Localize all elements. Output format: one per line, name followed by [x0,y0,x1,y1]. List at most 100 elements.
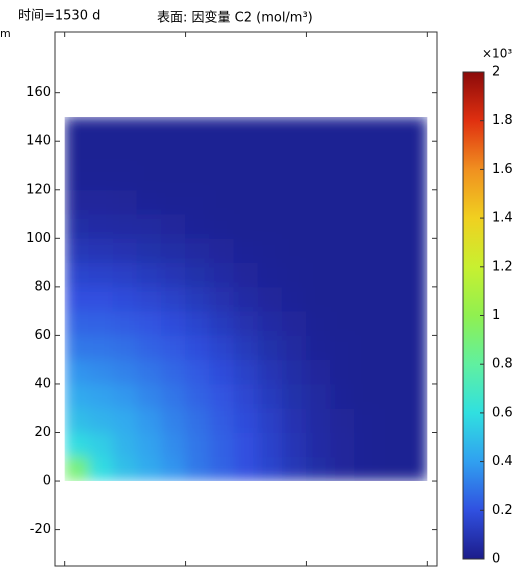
surface-cell [354,407,380,433]
surface-cell [136,407,162,433]
surface-cell [233,116,259,142]
y-tick-label: 100 [26,231,51,246]
surface-cell [306,165,331,191]
surface-cell [209,407,235,433]
surface-cell [64,213,90,239]
surface-cell [136,432,162,458]
surface [64,116,428,482]
surface-cell [378,189,404,215]
surface-cell [209,383,235,409]
surface-cell [281,262,307,288]
surface-cell [330,262,356,288]
surface-cell [257,189,283,215]
surface-cell [330,116,356,142]
surface-cell [161,213,186,239]
surface-cell [161,140,186,166]
surface-cell [161,238,186,263]
surface-cell [161,116,186,142]
surface-cell [209,456,235,482]
surface-cell [88,456,114,482]
surface-cell [354,165,380,191]
surface-cell [378,116,404,142]
surface-cell [64,165,90,191]
surface-cell [378,359,404,385]
surface-cell [354,116,380,142]
colorbar-tick-label: 0 [492,552,500,567]
surface-cell [185,262,211,288]
surface-cell [88,310,114,336]
surface-cell [136,262,162,288]
chart-title: 表面: 因变量 C2 (mol/m³) [157,10,313,26]
surface-cell [136,383,162,409]
surface-cell [306,189,331,215]
surface-cell [233,310,259,336]
surface-cell [281,213,307,239]
y-tick-label: 40 [34,376,51,391]
surface-cell [112,213,138,239]
surface-cell [330,238,356,263]
surface-cell [112,262,138,288]
surface-cell [136,165,162,191]
surface-cell [161,383,186,409]
surface-cell [112,456,138,482]
surface-cell [185,407,211,433]
surface-cell [402,383,428,409]
surface-cell [136,116,162,142]
surface-cell [233,383,259,409]
colorbar-tick-label: 1 [492,308,500,323]
y-tick-label: -20 [30,522,51,537]
surface-cell [112,140,138,166]
surface-cell [233,165,259,191]
colorbar-tick-label: 0.2 [492,503,513,518]
surface-cell [257,456,283,482]
surface-cell [161,432,186,458]
y-tick-label: 80 [34,279,51,294]
surface-cell [402,286,428,312]
surface-cell [257,116,283,142]
colorbar-tick-label: 1.2 [492,259,513,274]
surface-cell [402,359,428,385]
surface-cell [281,238,307,263]
surface-cell [233,262,259,288]
colorbar-tick-label: 0.8 [492,357,513,372]
surface-cell [306,116,331,142]
surface-cell [378,310,404,336]
surface-cell [402,165,428,191]
surface-cell [88,383,114,409]
surface-cell [402,407,428,433]
surface-cell [209,140,235,166]
surface-cell [306,262,331,288]
surface-cell [112,165,138,191]
surface-cell [64,140,90,166]
surface-cell [354,359,380,385]
surface-cell [88,432,114,458]
surface-cell [136,286,162,312]
surface-clip [64,116,428,482]
surface-cell [209,335,235,360]
surface-cell [209,359,235,385]
surface-cell [88,407,114,433]
surface-cell [378,383,404,409]
surface-cell [330,165,356,191]
surface-cell [112,432,138,458]
surface-cell [112,310,138,336]
y-tick-label: 120 [26,182,51,197]
surface-cell [354,140,380,166]
surface-cell [233,238,259,263]
surface-cell [233,140,259,166]
surface-cell [306,407,331,433]
surface-cell [306,456,331,482]
surface-cell [402,213,428,239]
surface-cell [402,140,428,166]
surface-cell [112,335,138,360]
surface-cell [161,189,186,215]
surface-cell [233,432,259,458]
surface-cell [257,140,283,166]
surface-cell [161,335,186,360]
surface-cell [64,359,90,385]
surface-cell [402,262,428,288]
surface-cell [281,359,307,385]
surface-cell [330,286,356,312]
surface-cell [88,359,114,385]
